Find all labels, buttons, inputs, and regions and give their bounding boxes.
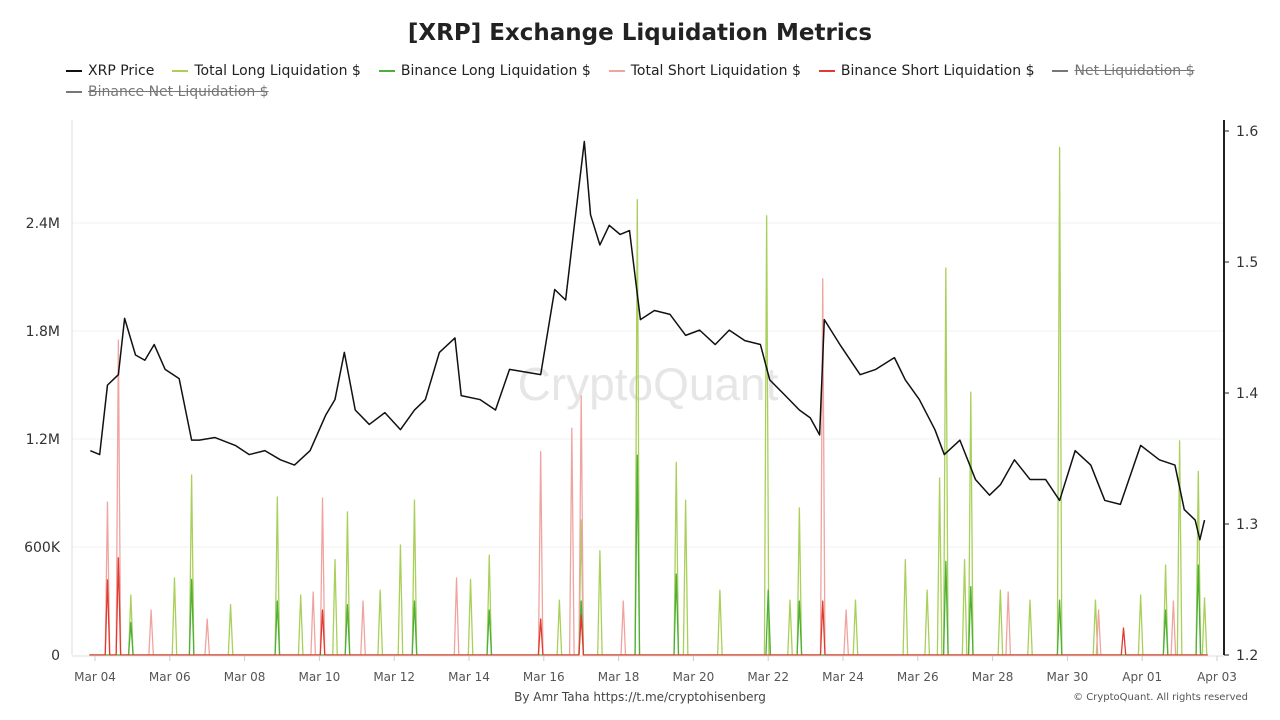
series-line-binance-short-liquidation- xyxy=(89,557,1208,656)
series-line-xrp-price xyxy=(90,140,1206,541)
legend-swatch xyxy=(378,70,395,72)
x-tick-label: Mar 26 xyxy=(897,670,939,684)
legend-label: Binance Short Liquidation $ xyxy=(840,63,1035,79)
legend-row-2: Binance Net Liquidation $ xyxy=(66,84,269,100)
legend-swatch xyxy=(1052,70,1069,72)
x-tick-label: Mar 28 xyxy=(972,670,1014,684)
legend-label: Net Liquidation $ xyxy=(1074,63,1195,79)
y-left-tick-label: 0 xyxy=(51,648,60,664)
y-right-tick-label: 1.4 xyxy=(1236,386,1258,402)
x-tick-label: Mar 06 xyxy=(149,670,191,684)
series-line-total-long-liquidation- xyxy=(89,146,1208,656)
x-tick-label: Mar 18 xyxy=(598,670,640,684)
legend-item-binance-net-liquidation[interactable]: Binance Net Liquidation $ xyxy=(66,84,269,100)
legend-item-net-liquidation[interactable]: Net Liquidation $ xyxy=(1052,63,1195,79)
legend-swatch xyxy=(172,70,189,72)
x-tick-label: Mar 20 xyxy=(673,670,715,684)
x-tick-label: Mar 14 xyxy=(448,670,490,684)
y-left-tick-label: 1.2M xyxy=(26,432,60,448)
credit: By Amr Taha https://t.me/cryptohisenberg xyxy=(0,690,1280,704)
x-tick-label: Mar 10 xyxy=(299,670,341,684)
legend-label: Total Short Liquidation $ xyxy=(630,63,801,79)
x-tick-label: Apr 01 xyxy=(1122,670,1162,684)
legend-item-binance-short[interactable]: Binance Short Liquidation $ xyxy=(818,63,1035,79)
legend-swatch xyxy=(66,91,82,93)
legend-item-total-short[interactable]: Total Short Liquidation $ xyxy=(608,63,801,79)
x-tick-label: Mar 30 xyxy=(1047,670,1089,684)
legend-label: Total Long Liquidation $ xyxy=(194,63,361,79)
legend-item-xrp-price[interactable]: XRP Price xyxy=(66,63,154,79)
y-left-tick-label: 2.4M xyxy=(26,216,60,232)
legend-label: Binance Long Liquidation $ xyxy=(400,63,591,79)
x-tick-label: Mar 22 xyxy=(747,670,789,684)
legend-row-1: XRP Price Total Long Liquidation $ Binan… xyxy=(66,63,1195,79)
legend-swatch xyxy=(818,70,835,72)
credit-link[interactable]: https://t.me/cryptohisenberg xyxy=(593,690,766,704)
x-tick-label: Mar 08 xyxy=(224,670,266,684)
x-tick-label: Apr 03 xyxy=(1197,670,1237,684)
x-tick-label: Mar 24 xyxy=(822,670,864,684)
series-line-binance-long-liquidation- xyxy=(89,454,1208,656)
chart-title: [XRP] Exchange Liquidation Metrics xyxy=(407,20,873,46)
legend-item-binance-long[interactable]: Binance Long Liquidation $ xyxy=(378,63,591,79)
y-left-tick-label: 1.8M xyxy=(26,324,60,340)
legend-label: Binance Net Liquidation $ xyxy=(88,84,269,100)
y-left-tick-label: 600K xyxy=(24,540,61,556)
x-tick-label: Mar 12 xyxy=(373,670,415,684)
y-right-tick-label: 1.2 xyxy=(1236,648,1258,664)
legend-swatch xyxy=(66,70,82,72)
x-tick-label: Mar 16 xyxy=(523,670,565,684)
y-right-tick-label: 1.3 xyxy=(1236,517,1258,533)
legend-item-total-long[interactable]: Total Long Liquidation $ xyxy=(172,63,361,79)
x-tick-label: Mar 04 xyxy=(74,670,116,684)
copyright: © CryptoQuant. All rights reserved xyxy=(1073,692,1248,703)
legend-label: XRP Price xyxy=(88,63,155,79)
credit-author: By Amr Taha xyxy=(514,690,590,704)
watermark: CryptoQuant xyxy=(518,358,779,410)
y-right-tick-label: 1.6 xyxy=(1236,124,1258,140)
legend-swatch xyxy=(608,70,625,72)
y-right-tick-label: 1.5 xyxy=(1236,255,1258,271)
series-line-total-short-liquidation- xyxy=(89,278,1208,656)
